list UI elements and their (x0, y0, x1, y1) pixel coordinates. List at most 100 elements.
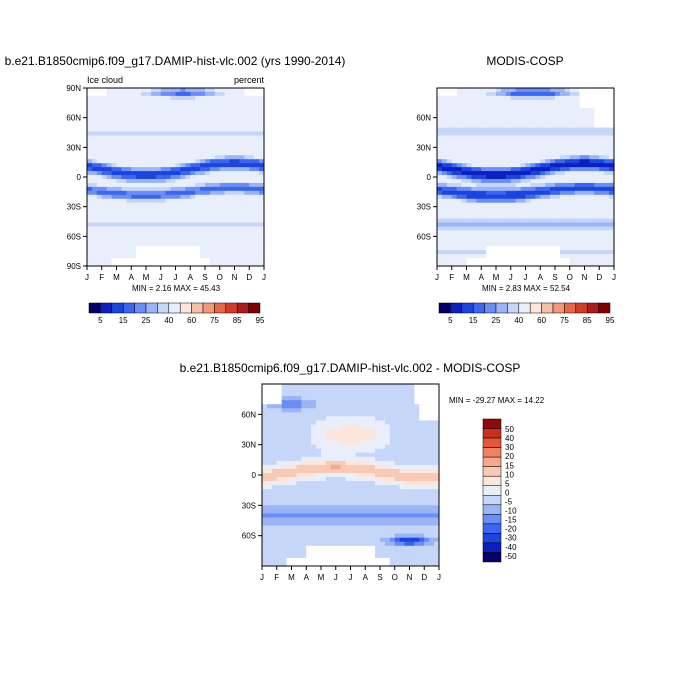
heatmap-cell (434, 396, 440, 401)
heatmap-cell (530, 254, 536, 259)
heatmap-cell (530, 135, 536, 140)
heatmap-cell (564, 246, 571, 251)
heatmap-cell (200, 123, 206, 129)
heatmap-cell (155, 123, 162, 129)
heatmap-cell (525, 198, 531, 204)
heatmap-cell (296, 448, 302, 454)
heatmap-cell (599, 214, 605, 220)
heatmap-cell (525, 115, 531, 121)
heatmap-cell (239, 226, 245, 231)
heatmap-cell (316, 420, 322, 425)
heatmap-cell (254, 206, 260, 212)
heatmap-cell (451, 151, 458, 156)
heatmap-cell (229, 99, 235, 105)
heatmap-cell (456, 186, 463, 192)
heatmap-cell (190, 186, 196, 192)
heatmap-cell (589, 246, 595, 251)
heatmap-cell (244, 167, 250, 172)
heatmap-cell (365, 561, 371, 567)
heatmap-cell (325, 521, 332, 527)
heatmap-cell (564, 131, 571, 136)
heatmap-cell (91, 238, 98, 243)
heatmap-cell (330, 428, 337, 434)
heatmap-cell (239, 99, 245, 105)
heatmap-cell (399, 517, 406, 523)
heatmap-cell (209, 246, 216, 251)
heatmap-cell (234, 214, 240, 220)
heatmap-cell (306, 452, 312, 458)
heatmap-cell (200, 171, 206, 176)
heatmap-cell (146, 226, 152, 231)
heatmap-cell (525, 131, 531, 136)
heatmap-cell (244, 175, 250, 180)
heatmap-cell (384, 420, 391, 425)
heatmap-cell (429, 408, 435, 413)
heatmap-cell (325, 493, 332, 498)
heatmap-cell (214, 246, 221, 251)
heatmap-cell (604, 175, 610, 180)
heatmap-cell (170, 194, 176, 200)
heatmap-cell (471, 88, 477, 93)
heatmap-cell (316, 384, 322, 389)
heatmap-cell (96, 139, 103, 144)
heatmap-cell (404, 400, 410, 405)
heatmap-cell (259, 210, 265, 216)
heatmap-cell (150, 190, 157, 196)
heatmap-cell (491, 214, 497, 220)
heatmap-cell (111, 99, 117, 105)
heatmap-cell (146, 155, 152, 160)
heatmap-cell (116, 190, 122, 196)
heatmap-cell (296, 460, 302, 466)
heatmap-cell (579, 186, 585, 192)
colorbar-label: 60 (187, 316, 196, 325)
heatmap-cell (291, 501, 297, 506)
heatmap-cell (355, 561, 361, 567)
heatmap-cell (424, 464, 430, 470)
heatmap-cell (510, 214, 517, 220)
heatmap-cell (141, 258, 147, 263)
heatmap-cell (429, 464, 435, 470)
heatmap-cell (266, 541, 273, 547)
colorbar-swatch (529, 302, 542, 314)
heatmap-cell (466, 131, 472, 136)
heatmap-cell (116, 178, 122, 184)
heatmap-cell (505, 202, 512, 208)
heatmap-cell (160, 222, 167, 227)
heatmap-cell (375, 477, 381, 482)
heatmap-cell (355, 545, 361, 551)
heatmap-cell (434, 460, 440, 466)
heatmap-cell (584, 250, 590, 255)
heatmap-cell (609, 127, 615, 133)
heatmap-cell (229, 135, 235, 140)
heatmap-cell (335, 497, 342, 502)
heatmap-cell (249, 190, 255, 196)
heatmap-cell (579, 230, 585, 235)
heatmap-cell (414, 460, 420, 466)
heatmap-cell (446, 250, 453, 255)
heatmap-cell (535, 230, 541, 235)
heatmap-cell (209, 254, 216, 259)
heatmap-cell (330, 509, 337, 514)
heatmap-cell (209, 131, 216, 136)
x-tick-label: A (129, 273, 135, 282)
heatmap-cell (301, 521, 307, 527)
heatmap-cell (589, 147, 595, 152)
heatmap-cell (510, 254, 517, 259)
heatmap-cell (594, 258, 600, 263)
heatmap-cell (540, 103, 546, 109)
heatmap-cell (146, 218, 152, 223)
heatmap-cell (481, 250, 487, 255)
heatmap-cell (259, 163, 265, 168)
heatmap-cell (579, 218, 585, 223)
heatmap-cell (301, 428, 307, 434)
heatmap-cell (375, 400, 381, 405)
heatmap-cell (476, 210, 482, 216)
heatmap-cell (316, 448, 322, 454)
heatmap-cell (429, 481, 435, 486)
heatmap-cell (555, 230, 561, 235)
heatmap-cell (234, 103, 240, 109)
heatmap-cell (370, 513, 376, 518)
heatmap-cell (180, 230, 186, 235)
heatmap-cell (505, 254, 512, 259)
heatmap-cell (111, 222, 117, 227)
